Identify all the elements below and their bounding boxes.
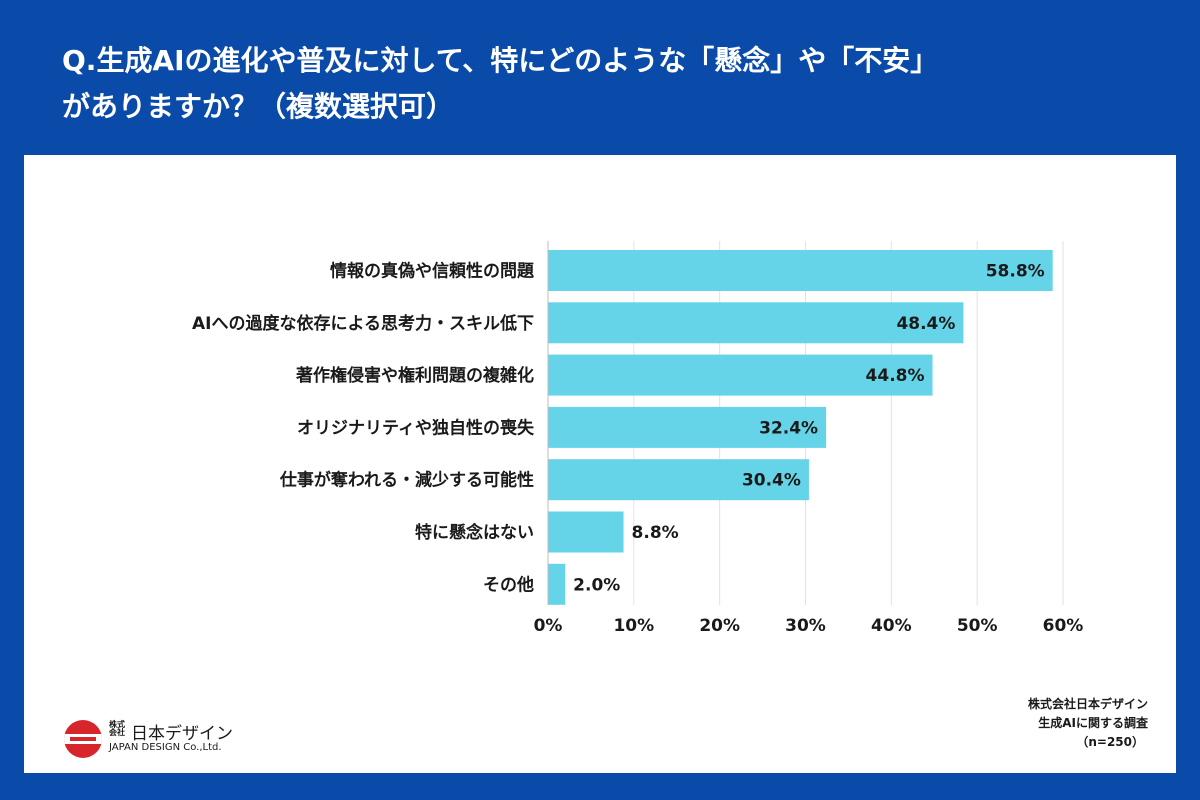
bar-chart: 情報の真偽や信頼性の問題 AIへの過度な依存による思考力・スキル低下著作権侵害や権…	[192, 241, 1084, 636]
chart-title: Q.生成AIの進化や普及に対して、特にどのような「懸念」や「不安」 がありますか…	[62, 38, 1162, 130]
category-label: 仕事が奪われる・減少する可能性	[279, 470, 534, 491]
source-line-2: 生成AIに関する調査	[1038, 716, 1148, 730]
sample-size: （n=250）	[1076, 735, 1144, 749]
bar	[548, 511, 624, 553]
x-tick-label: 50%	[957, 616, 998, 636]
bar	[548, 354, 933, 396]
logo-small-text: 株式会社	[109, 720, 125, 737]
x-tick-label: 10%	[613, 616, 654, 636]
category-label: 特に懸念はない	[415, 522, 534, 543]
bar	[548, 250, 1053, 291]
data-label: 48.4%	[896, 314, 955, 334]
x-tick-label: 0%	[534, 616, 563, 636]
logo-mark-icon	[64, 720, 102, 758]
category-label: 情報の真偽や信頼性の問題	[330, 261, 535, 282]
x-tick-label: 60%	[1043, 616, 1084, 636]
logo-english-name: JAPAN DESIGN Co.,Ltd.	[109, 742, 222, 753]
x-tick-label: 40%	[871, 616, 912, 636]
data-label: 30.4%	[742, 471, 801, 491]
data-label: 2.0%	[573, 575, 620, 595]
data-label: 32.4%	[759, 418, 818, 438]
category-label: その他	[483, 574, 534, 595]
title-line-2: がありますか？（複数選択可）	[62, 90, 455, 123]
data-label: 8.8%	[632, 523, 679, 543]
category-label: オリジナリティや独自性の喪失	[297, 417, 535, 438]
bar	[548, 563, 566, 605]
data-label: 58.8%	[986, 262, 1045, 282]
logo-company-name: 日本デザイン	[131, 724, 233, 744]
company-logo: 株式会社 日本デザイン JAPAN DESIGN Co.,Ltd.	[64, 720, 254, 764]
title-line-1: Q.生成AIの進化や普及に対して、特にどのような「懸念」や「不安」	[62, 44, 939, 77]
chart-panel: 情報の真偽や信頼性の問題 AIへの過度な依存による思考力・スキル低下著作権侵害や権…	[24, 155, 1176, 773]
source-line-1: 株式会社日本デザイン	[1027, 697, 1148, 711]
source-note: 株式会社日本デザイン 生成AIに関する調査 （n=250）	[1028, 695, 1148, 752]
x-tick-label: 20%	[699, 616, 740, 636]
bar	[548, 406, 827, 448]
category-label: 著作権侵害や権利問題の複雑化	[296, 365, 534, 386]
x-tick-label: 30%	[785, 616, 826, 636]
bar	[548, 459, 809, 501]
data-label: 44.8%	[866, 366, 925, 386]
category-label: AIへの過度な依存による思考力・スキル低下	[192, 313, 534, 334]
bar	[548, 302, 964, 344]
